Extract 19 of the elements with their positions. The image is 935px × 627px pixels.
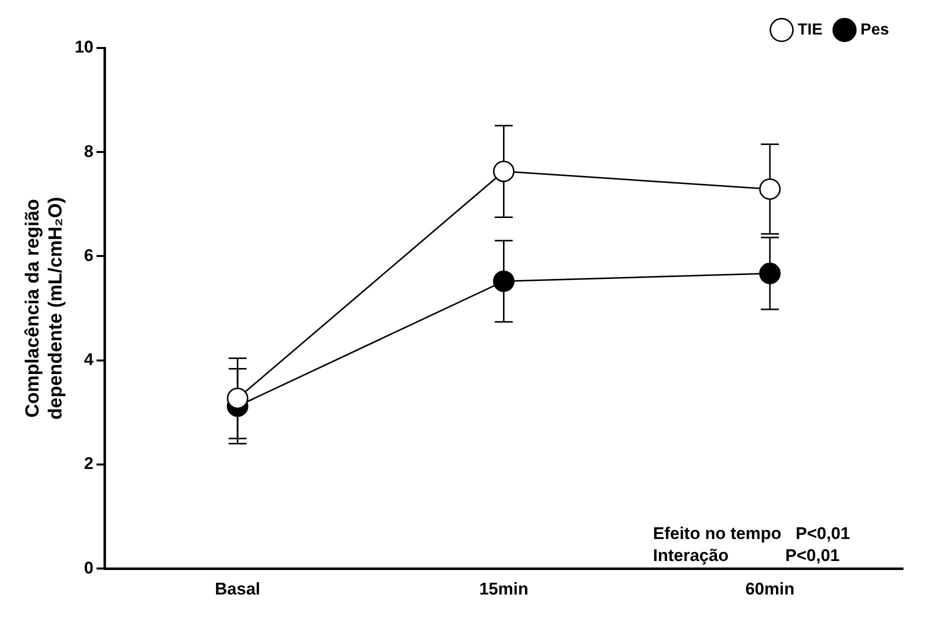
point (759, 178, 781, 200)
point (493, 270, 515, 292)
y-tick-label: 10 (74, 38, 94, 57)
y-tick-label: 2 (84, 454, 94, 474)
point (493, 160, 515, 182)
point (226, 388, 248, 410)
annotation: Efeito no tempo P<0,01 (653, 524, 850, 543)
legend-label: Pes (860, 21, 890, 38)
y-tick-label: 8 (84, 142, 94, 161)
y-tick-label: 6 (84, 246, 94, 265)
y-tick-label: 4 (84, 350, 94, 370)
x-tick-label: 60min (745, 579, 794, 598)
legend-label: TIE (798, 21, 823, 38)
x-tick-label: Basal (214, 579, 260, 598)
x-tick-label: 15min (479, 579, 528, 598)
y-axis-title: Complacência da região dependente (mL/cmH₂O) (22, 196, 66, 420)
point (759, 262, 781, 284)
annotation: Interação P<0,01 (653, 546, 840, 565)
y-tick-label: 0 (84, 558, 94, 578)
